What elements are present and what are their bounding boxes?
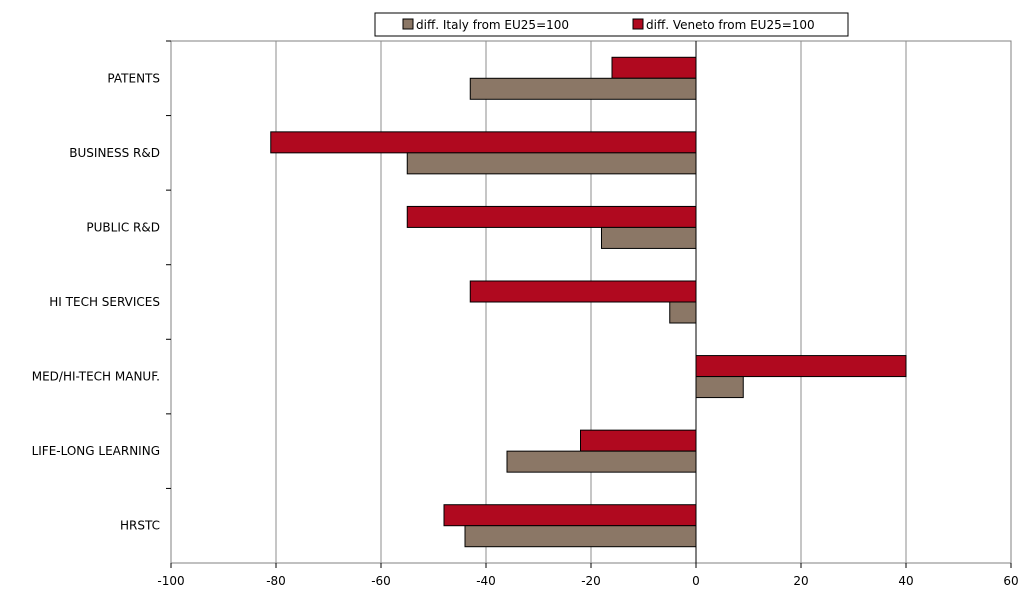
legend-box <box>374 12 849 37</box>
x-tick-label: 40 <box>898 574 913 588</box>
plot-area: -100 -80 -60 -40 -20 0 20 40 60 PATENTS BUSINESS R… <box>32 40 1019 588</box>
category-label: HI TECH SERVICES <box>49 295 160 309</box>
x-tick-label: -80 <box>266 574 286 588</box>
bar-italy <box>506 450 697 473</box>
category-label: LIFE-LONG LEARNING <box>32 444 160 458</box>
bar-veneto <box>695 355 907 378</box>
category-label: HRSTC <box>120 519 160 533</box>
category-label: MED/HI-TECH MANUF. <box>32 370 160 384</box>
legend-label: diff. Italy from EU25=100 <box>416 18 569 32</box>
bar-italy <box>464 525 697 548</box>
bar-veneto <box>611 56 697 79</box>
bar-veneto <box>406 205 697 228</box>
x-tick-label: 60 <box>1003 574 1018 588</box>
x-tick-label: -20 <box>581 574 601 588</box>
bar-italy <box>406 152 697 175</box>
bar-veneto <box>443 504 697 527</box>
bar-veneto <box>469 280 697 303</box>
x-tick-label: -60 <box>371 574 391 588</box>
bar-italy <box>601 226 697 249</box>
x-tick-label: -100 <box>157 574 184 588</box>
legend: diff. Italy from EU25=100 diff. Veneto fr… <box>374 12 849 37</box>
legend-label: diff. Veneto from EU25=100 <box>646 18 815 32</box>
bar-veneto <box>580 429 697 452</box>
bar-italy <box>669 301 697 324</box>
category-label: PUBLIC R&D <box>86 220 160 234</box>
legend-swatch-italy <box>402 18 414 30</box>
x-tick-label: -40 <box>476 574 496 588</box>
bar-italy <box>695 376 744 399</box>
bar-veneto <box>270 131 697 154</box>
x-tick-label: 0 <box>692 574 700 588</box>
category-label: BUSINESS R&D <box>69 146 160 160</box>
legend-swatch-veneto <box>632 18 644 30</box>
bar-italy <box>469 77 697 100</box>
x-tick-label: 20 <box>793 574 808 588</box>
category-label: PATENTS <box>107 71 160 85</box>
